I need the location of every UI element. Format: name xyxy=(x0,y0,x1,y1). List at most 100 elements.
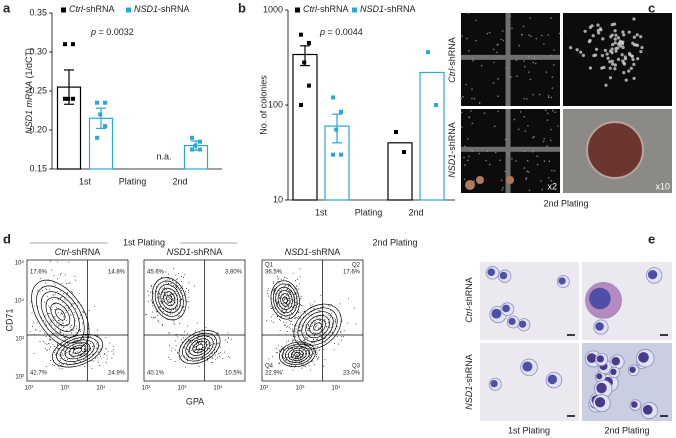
event-dot xyxy=(162,298,163,300)
event-dot xyxy=(305,352,307,354)
event-dot xyxy=(318,327,320,329)
event-dot xyxy=(317,359,319,361)
contour xyxy=(293,303,342,350)
event-dot xyxy=(288,299,290,301)
event-dot xyxy=(294,347,296,349)
event-dot xyxy=(57,344,59,345)
event-dot xyxy=(277,344,279,346)
nucleus xyxy=(518,320,527,328)
event-dot xyxy=(188,291,190,293)
cell xyxy=(614,33,618,37)
contour xyxy=(151,277,187,321)
nucleus xyxy=(638,352,649,363)
event-dot xyxy=(277,293,279,295)
event-dot xyxy=(64,345,65,347)
event-dot xyxy=(61,364,63,366)
event-dot xyxy=(165,281,167,283)
event-dot xyxy=(196,322,198,324)
cell xyxy=(483,112,486,114)
event-dot xyxy=(173,267,175,269)
event-dot xyxy=(318,349,320,351)
event-dot xyxy=(60,332,62,334)
event-dot xyxy=(315,325,317,327)
event-dot xyxy=(206,340,208,342)
event-dot xyxy=(295,292,297,293)
cell xyxy=(551,109,554,112)
event-dot xyxy=(45,315,47,317)
event-dot xyxy=(50,339,52,341)
event-dot xyxy=(200,352,202,354)
event-dot xyxy=(211,333,213,335)
event-dot xyxy=(305,312,306,314)
event-dot xyxy=(304,353,306,355)
cell xyxy=(536,155,539,158)
event-dot xyxy=(309,355,311,357)
cell xyxy=(581,53,585,57)
event-dot xyxy=(173,285,174,286)
event-dot xyxy=(165,271,167,273)
event-dot xyxy=(292,330,294,332)
event-dot xyxy=(63,292,65,294)
cell xyxy=(527,71,530,73)
event-dot xyxy=(53,319,55,321)
event-dot xyxy=(56,333,58,335)
event-dot xyxy=(337,343,339,345)
event-dot xyxy=(183,310,185,311)
contour xyxy=(55,308,66,321)
event-dot xyxy=(294,324,295,326)
cell xyxy=(548,160,551,163)
event-dot xyxy=(170,304,172,306)
event-dot xyxy=(301,357,303,359)
cell xyxy=(629,66,633,70)
event-dot xyxy=(76,346,78,348)
cell xyxy=(550,128,552,131)
gate-name: Q3 xyxy=(352,364,361,370)
event-dot xyxy=(63,322,65,324)
nucleus xyxy=(631,401,638,408)
event-dot xyxy=(214,354,216,356)
contour xyxy=(64,342,91,360)
event-dot xyxy=(81,322,83,324)
event-dot xyxy=(170,359,172,360)
event-dot xyxy=(176,299,178,301)
event-dot xyxy=(313,351,315,353)
event-dot xyxy=(200,358,202,360)
cell xyxy=(466,138,469,140)
cell xyxy=(630,54,634,58)
event-dot xyxy=(320,336,322,338)
event-dot xyxy=(299,329,301,331)
cell xyxy=(511,158,513,160)
event-dot xyxy=(195,344,197,345)
cell xyxy=(529,78,532,81)
event-dot xyxy=(44,282,46,284)
event-dot xyxy=(280,316,282,318)
event-dot xyxy=(296,356,298,358)
event-dot xyxy=(316,317,318,319)
event-dot xyxy=(98,350,100,352)
event-dot xyxy=(187,307,189,309)
event-dot xyxy=(80,315,82,316)
event-dot xyxy=(84,353,86,355)
event-dot xyxy=(187,289,189,291)
contour xyxy=(160,287,179,310)
event-dot xyxy=(74,275,76,277)
event-dot xyxy=(302,363,304,365)
cell xyxy=(516,75,518,77)
data-point xyxy=(103,100,107,105)
event-dot xyxy=(53,295,55,297)
event-dot xyxy=(42,289,43,291)
event-dot xyxy=(56,290,58,292)
event-dot xyxy=(175,345,177,347)
event-dot xyxy=(313,340,315,342)
cell xyxy=(502,186,504,189)
event-dot xyxy=(39,291,41,293)
event-dot xyxy=(194,350,196,352)
event-dot xyxy=(169,313,171,315)
contour xyxy=(182,332,218,362)
cell xyxy=(501,189,504,191)
event-dot xyxy=(271,320,273,322)
event-dot xyxy=(293,294,295,296)
event-dot xyxy=(151,299,152,301)
event-dot xyxy=(292,307,293,308)
data-point xyxy=(339,109,343,114)
